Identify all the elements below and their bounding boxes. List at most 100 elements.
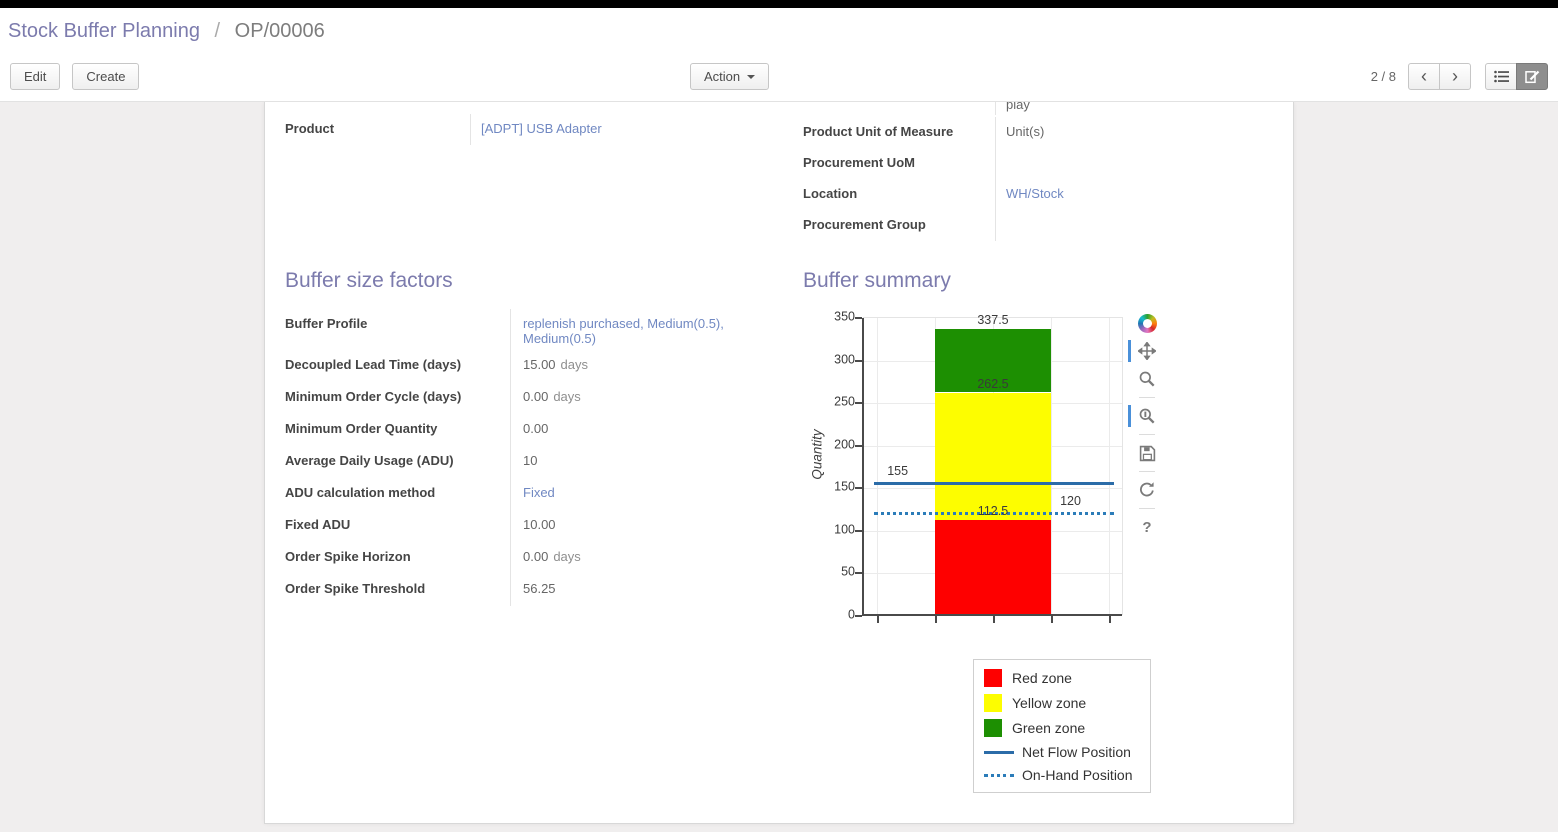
y-axis-tick bbox=[855, 444, 862, 447]
save-tool-icon[interactable] bbox=[1137, 443, 1157, 463]
legend-swatch-net-flow-line bbox=[984, 750, 1014, 754]
create-button[interactable]: Create bbox=[72, 63, 140, 90]
v-gridline bbox=[876, 318, 878, 614]
y-axis: 0 50 100 150 200 250 300 350 bbox=[809, 309, 861, 621]
y-axis-tick-label: 0 bbox=[848, 607, 855, 622]
y-axis-tick bbox=[855, 359, 862, 362]
legend-swatch-red-zone bbox=[984, 669, 1002, 687]
control-panel: Edit Create Action 2 / 8 ‹ › bbox=[0, 52, 1558, 102]
min-order-cycle-unit: days bbox=[553, 389, 581, 404]
min-order-qty-value: 0.00 bbox=[523, 421, 549, 436]
field-value-buffer-profile: replenish purchased, Medium(0.5), Medium… bbox=[510, 309, 778, 350]
buffer-profile-link[interactable]: replenish purchased, Medium(0.5), Medium… bbox=[523, 316, 724, 346]
field-label-procurement-group: Procurement Group bbox=[803, 217, 926, 232]
field-row-adu: Average Daily Usage (ADU) 10 bbox=[285, 446, 779, 478]
action-label: Action bbox=[704, 69, 741, 84]
legend-item-red-zone: Red zone bbox=[984, 669, 1140, 687]
field-value-adu-method: Fixed bbox=[510, 478, 555, 510]
breadcrumb-parent-link[interactable]: Stock Buffer Planning bbox=[8, 20, 200, 42]
toolbar-separator bbox=[1139, 397, 1155, 398]
chart-zone-green bbox=[934, 328, 1052, 393]
field-row-product: Product [ADPT] USB Adapter bbox=[285, 114, 779, 145]
toolbar-separator bbox=[1139, 434, 1155, 435]
location-link[interactable]: WH/Stock bbox=[1006, 186, 1064, 201]
legend-swatch-green-zone bbox=[984, 719, 1002, 737]
chevron-left-icon: ‹ bbox=[1421, 65, 1427, 86]
buffer-size-factors-section: Buffer size factors Buffer Profile reple… bbox=[285, 269, 779, 793]
field-value-adu: 10 bbox=[510, 446, 537, 478]
chart-legend: Red zone Yellow zone Green zone Net bbox=[973, 659, 1151, 793]
field-label-dlt: Decoupled Lead Time (days) bbox=[285, 357, 462, 372]
pan-tool-icon[interactable] bbox=[1128, 340, 1157, 362]
form-sheet: Product [ADPT] USB Adapter play Product … bbox=[264, 102, 1294, 824]
y-axis-tick-label: 300 bbox=[834, 351, 855, 366]
legend-swatch-yellow-zone bbox=[984, 694, 1002, 712]
field-value-min-order-qty: 0.00 bbox=[510, 414, 548, 446]
legend-item-net-flow: Net Flow Position bbox=[984, 744, 1140, 760]
clipped-field-label bbox=[803, 102, 995, 115]
field-value-procurement-uom bbox=[995, 148, 1273, 179]
spike-horizon-value: 0.00 bbox=[523, 549, 549, 564]
field-label-location: Location bbox=[803, 186, 858, 201]
dlt-unit: days bbox=[560, 357, 589, 372]
top-menubar bbox=[0, 0, 1558, 8]
legend-item-on-hand: On-Hand Position bbox=[984, 767, 1140, 783]
legend-swatch-on-hand-line bbox=[984, 773, 1014, 777]
y-axis-tick-label: 200 bbox=[834, 437, 855, 452]
field-row-fixed-adu: Fixed ADU 10.00 bbox=[285, 510, 779, 542]
chart-line-on-hand-position bbox=[874, 511, 1115, 515]
adu-value: 10 bbox=[523, 453, 538, 468]
list-view-button[interactable] bbox=[1485, 63, 1517, 90]
spike-horizon-unit: days bbox=[553, 549, 581, 564]
main-field-group: Product [ADPT] USB Adapter play Product … bbox=[285, 102, 1273, 241]
breadcrumb-separator: / bbox=[214, 20, 221, 42]
field-row-procurement-uom: Procurement UoM bbox=[803, 148, 1273, 179]
field-label-uom: Product Unit of Measure bbox=[803, 124, 954, 139]
field-row-min-order-cycle: Minimum Order Cycle (days) 0.00 days bbox=[285, 382, 779, 414]
field-row-adu-method: ADU calculation method Fixed bbox=[285, 478, 779, 510]
caret-down-icon bbox=[747, 74, 756, 79]
bokeh-logo-icon[interactable] bbox=[1137, 313, 1157, 333]
field-label-spike-horizon: Order Spike Horizon bbox=[285, 549, 411, 564]
chart-zone-red bbox=[934, 520, 1052, 616]
field-row-uom: Product Unit of Measure Unit(s) bbox=[803, 117, 1273, 148]
x-axis-tick bbox=[934, 616, 937, 623]
breadcrumb-current: OP/00006 bbox=[234, 20, 325, 42]
buffer-sections: Buffer size factors Buffer Profile reple… bbox=[285, 269, 1273, 793]
field-label-fixed-adu: Fixed ADU bbox=[285, 517, 351, 532]
buffer-summary-section: Buffer summary Quantity 0 50 100 150 200 250 3… bbox=[779, 269, 1273, 793]
buffer-summary-title: Buffer summary bbox=[803, 269, 951, 292]
box-zoom-tool-icon[interactable] bbox=[1137, 369, 1157, 389]
wheel-zoom-tool-icon[interactable] bbox=[1128, 405, 1157, 427]
uom-value: Unit(s) bbox=[1006, 124, 1045, 139]
reset-tool-icon[interactable] bbox=[1137, 480, 1157, 500]
field-row-buffer-profile: Buffer Profile replenish purchased, Medi… bbox=[285, 309, 779, 350]
y-axis-tick bbox=[855, 317, 862, 319]
product-link[interactable]: [ADPT] USB Adapter bbox=[481, 121, 602, 136]
action-dropdown-button[interactable]: Action bbox=[690, 63, 770, 90]
pager-nav: ‹ › bbox=[1408, 63, 1471, 90]
form-view-button[interactable] bbox=[1516, 63, 1548, 90]
toolbar-separator bbox=[1139, 471, 1155, 472]
pager-next-button[interactable]: › bbox=[1439, 63, 1471, 90]
adu-method-link[interactable]: Fixed bbox=[523, 485, 555, 500]
x-axis-tick bbox=[993, 616, 995, 623]
y-axis-tick-label: 50 bbox=[841, 564, 855, 579]
help-tool-icon[interactable]: ? bbox=[1142, 518, 1152, 536]
x-axis-tick bbox=[1051, 616, 1054, 623]
y-axis-tick-label: 150 bbox=[834, 479, 855, 494]
field-value-min-order-cycle: 0.00 days bbox=[510, 382, 581, 414]
pager-previous-button[interactable]: ‹ bbox=[1408, 63, 1440, 90]
zone-boundary-label: 337.5 bbox=[977, 312, 1009, 327]
plot-area[interactable]: 112.5 262.5 337.5 155 120 bbox=[855, 313, 1123, 623]
buffer-size-factors-title: Buffer size factors bbox=[285, 269, 453, 292]
field-value-dlt: 15.00 days bbox=[510, 350, 588, 382]
edit-button[interactable]: Edit bbox=[10, 63, 61, 90]
legend-item-green-zone: Green zone bbox=[984, 719, 1140, 737]
v-gridline bbox=[1109, 318, 1111, 614]
field-value-location: WH/Stock bbox=[995, 179, 1273, 210]
y-axis-tick-label: 250 bbox=[834, 394, 855, 409]
v-gridline bbox=[1051, 318, 1053, 614]
field-label-adu: Average Daily Usage (ADU) bbox=[285, 453, 454, 468]
